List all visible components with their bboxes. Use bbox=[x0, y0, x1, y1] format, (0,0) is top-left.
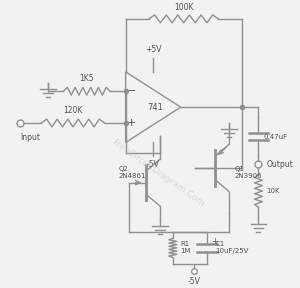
Text: -5V: -5V bbox=[188, 277, 201, 286]
Text: FreeCircuitDiagram.Com: FreeCircuitDiagram.Com bbox=[110, 137, 206, 208]
Text: -5V: -5V bbox=[147, 160, 160, 169]
Text: 100K: 100K bbox=[174, 3, 194, 12]
Text: Input: Input bbox=[20, 133, 40, 142]
Text: +5V: +5V bbox=[145, 45, 161, 54]
Text: Output: Output bbox=[266, 160, 293, 168]
Text: −: − bbox=[127, 86, 136, 96]
Text: R1
1M: R1 1M bbox=[181, 241, 191, 254]
Text: 741: 741 bbox=[147, 103, 163, 112]
Text: 1K5: 1K5 bbox=[79, 74, 94, 84]
Text: 0.47uF: 0.47uF bbox=[263, 134, 287, 140]
Text: 120K: 120K bbox=[63, 106, 82, 115]
Text: Q1
2N3906: Q1 2N3906 bbox=[235, 166, 262, 179]
Text: +: + bbox=[211, 237, 218, 246]
Text: Q2
2N4861: Q2 2N4861 bbox=[119, 166, 146, 179]
Text: +: + bbox=[127, 118, 136, 128]
Text: 10K: 10K bbox=[266, 187, 280, 194]
Text: C1
10uF/25V: C1 10uF/25V bbox=[215, 241, 248, 254]
